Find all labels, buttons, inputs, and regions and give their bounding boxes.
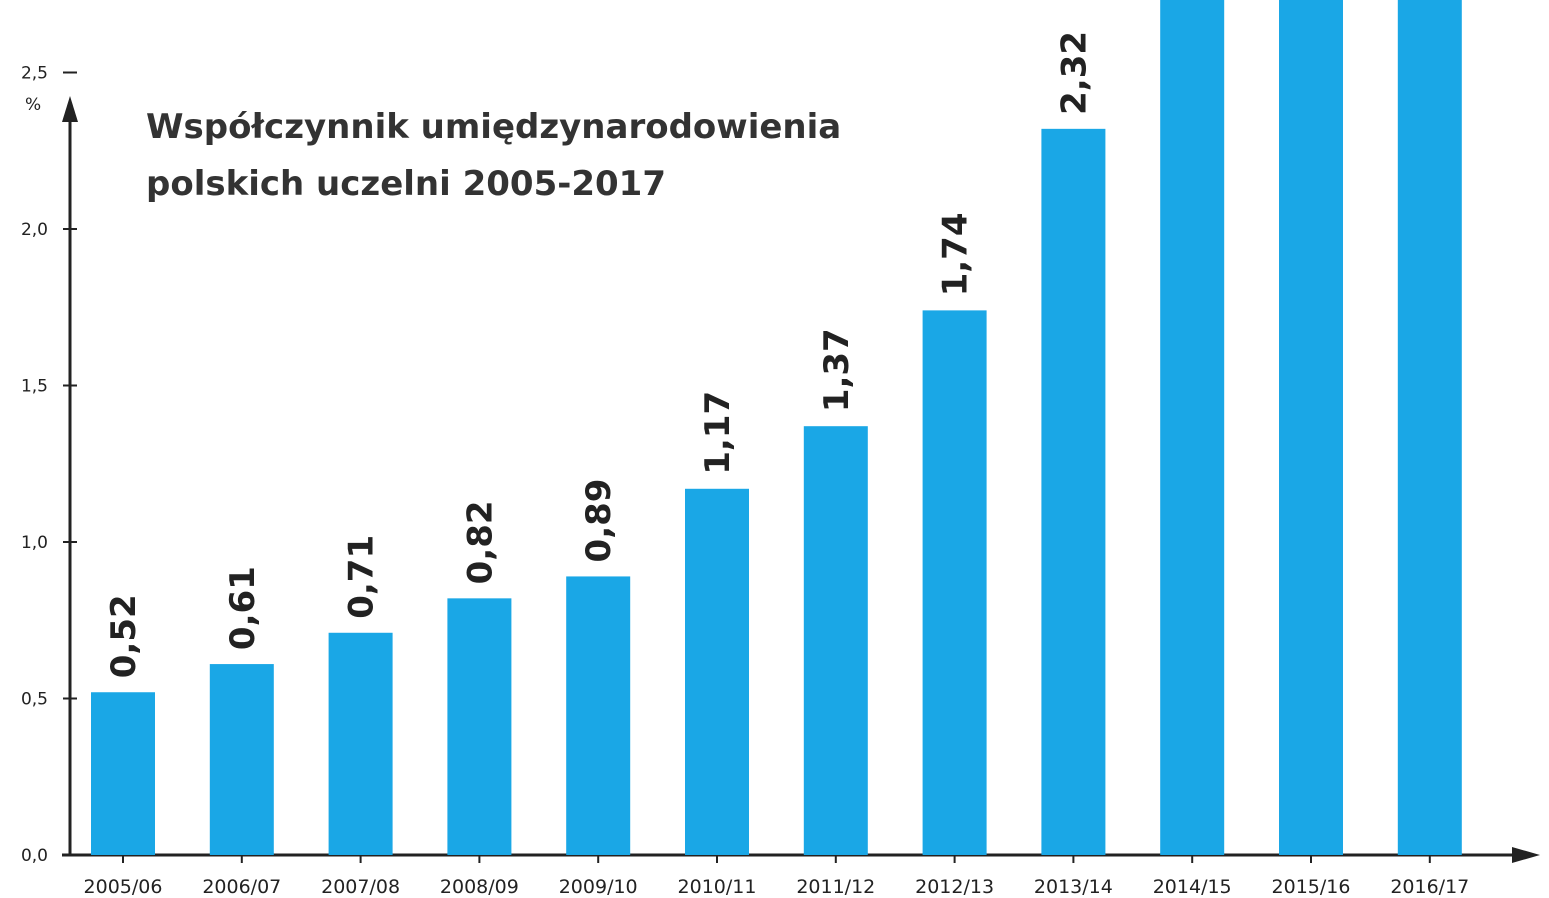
- x-tick-label: 2011/12: [796, 876, 875, 898]
- x-tick-label: 2013/14: [1034, 876, 1113, 898]
- x-axis: 2005/06 2006/07 2007/08 2008/09 2009/10 2010/…: [62, 847, 1540, 898]
- data-label: 0,89: [579, 479, 619, 563]
- data-label: 1,74: [936, 212, 976, 296]
- x-tick-label: 2008/09: [440, 876, 519, 898]
- data-label: 2,32: [1054, 31, 1094, 115]
- x-tick-label: 2009/10: [559, 876, 638, 898]
- data-label: 1,17: [698, 391, 738, 475]
- data-label: 0,71: [342, 535, 382, 619]
- x-tick-label: 2015/16: [1272, 876, 1351, 898]
- value-labels: 0,520,610,710,820,891,171,371,742,323,14…: [104, 31, 1094, 678]
- y-axis-arrow: [62, 96, 78, 122]
- bar: [566, 576, 631, 855]
- y-axis: 0,00,51,01,52,02,53,03,54,04,5: [21, 64, 78, 866]
- bar: [1160, 0, 1225, 856]
- y-tick-label: 2,5: [21, 64, 48, 84]
- x-tick-label: 2005/06: [84, 876, 163, 898]
- x-tick-label: 2016/17: [1390, 876, 1469, 898]
- chart-title-line-2: polskich uczelni 2005-2017: [146, 164, 666, 204]
- bar: [685, 488, 749, 855]
- bar: [803, 426, 868, 855]
- data-label: 1,37: [817, 328, 857, 412]
- chart-title-line-1: Współczynnik umiędzynarodowienia: [146, 107, 841, 147]
- bar: [328, 632, 393, 855]
- x-tick-label: 2006/07: [202, 876, 281, 898]
- chart-title: Współczynnik umiędzynarodowienia polskic…: [146, 107, 841, 204]
- y-tick-label: 1,0: [21, 533, 48, 553]
- bar: [1279, 0, 1343, 856]
- y-tick-label: 0,0: [21, 846, 48, 866]
- x-tick-label: 2007/08: [321, 876, 400, 898]
- x-tick-label: 2014/15: [1153, 876, 1232, 898]
- y-tick-label: 1,5: [21, 377, 48, 397]
- y-tick-label: 2,0: [21, 220, 48, 240]
- x-tick-label: 2012/13: [915, 876, 994, 898]
- bar: [1397, 0, 1462, 855]
- x-tick-label: 2010/11: [678, 876, 757, 898]
- y-axis-unit-label: %: [25, 95, 41, 115]
- data-label: 0,52: [104, 594, 144, 678]
- bar: [1041, 128, 1106, 856]
- x-axis-arrow: [1512, 847, 1540, 863]
- y-tick-label: 0,5: [21, 690, 48, 710]
- bar: [922, 310, 987, 855]
- bar: [91, 692, 155, 855]
- data-label: 0,82: [460, 500, 500, 584]
- bars: [91, 0, 1462, 856]
- bar: [209, 664, 274, 855]
- data-label: 0,61: [223, 566, 263, 650]
- bar: [447, 598, 512, 855]
